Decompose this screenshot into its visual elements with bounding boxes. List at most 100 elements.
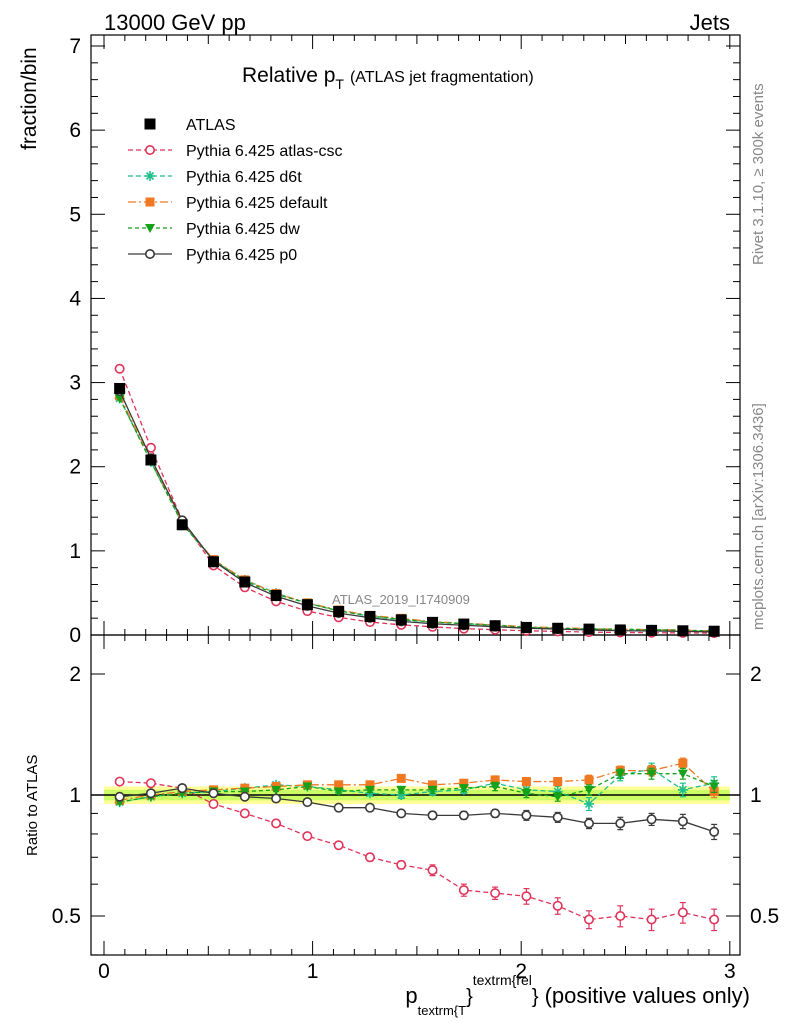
ratio-tick-label: 0.5 [52, 905, 81, 928]
ratio-point-default-shape [678, 758, 688, 768]
ratio-point-atlas-csc-shape [521, 891, 532, 902]
ratio-tick-label-right: 0.5 [750, 905, 779, 928]
ratio-tick-label: 2 [69, 663, 81, 686]
ratio-point-d6t [583, 798, 594, 809]
y-tick-label: 7 [69, 35, 81, 58]
ratio-point-p0-shape [114, 791, 125, 802]
ratio-point-default [521, 777, 531, 787]
point-atlas-shape [270, 589, 282, 601]
ratio-point-atlas-csc-shape [615, 910, 626, 921]
point-atlas-shape [520, 621, 532, 633]
ratio-point-atlas-csc-shape [208, 798, 219, 809]
ratio-point-atlas-csc-shape [364, 852, 375, 863]
ratio-point-dw-shape [490, 782, 501, 792]
ratio-point-p0-shape [677, 816, 688, 827]
ratio-point-default [584, 775, 594, 785]
point-atlas [520, 621, 532, 633]
ratio-point-p0 [490, 808, 501, 819]
ratio-point-p0-shape [145, 788, 156, 799]
ratio-point-p0-shape [333, 802, 344, 813]
ratio-point-dw-shape [677, 769, 688, 779]
ratio-point-p0 [177, 783, 188, 794]
y-tick-label: 1 [69, 540, 81, 563]
ratio-point-p0 [615, 818, 626, 829]
ratio-point-atlas-csc [646, 914, 657, 925]
ratio-point-default [459, 778, 469, 788]
ratio-point-dw-shape [396, 785, 407, 795]
ratio-point-atlas-csc [427, 865, 438, 876]
analysis-watermark: ATLAS_2019_I1740909 [332, 592, 470, 607]
ratio-point-atlas-csc-shape [552, 900, 563, 911]
point-atlas-shape [145, 454, 157, 466]
point-atlas [489, 620, 501, 632]
ratio-point-dw [677, 769, 688, 779]
point-atlas [395, 614, 407, 626]
ratio-point-dw [552, 792, 563, 802]
legend-label-dw: Pythia 6.425 dw [186, 221, 300, 238]
point-atlas-shape [301, 599, 313, 611]
legend-marker-atlas-csc [145, 145, 156, 156]
ratio-point-default [428, 780, 438, 790]
ratio-point-dw [709, 782, 720, 792]
x-tick-label: 0 [98, 960, 110, 983]
ratio-point-atlas-csc [396, 859, 407, 870]
ratio-point-atlas-csc-shape [427, 865, 438, 876]
energy-label: 13000 GeV pp [104, 10, 246, 35]
ratio-point-dw [427, 785, 438, 795]
point-atlas [708, 625, 720, 637]
point-atlas [114, 382, 126, 394]
ratio-point-default-shape [553, 777, 563, 787]
ratio-point-default-shape [365, 780, 375, 790]
point-atlas [208, 556, 220, 568]
ratio-point-default-shape [490, 775, 500, 785]
point-atlas-shape [114, 382, 126, 394]
ratio-point-default-shape [584, 775, 594, 785]
point-atlas [614, 624, 626, 636]
ratio-point-p0 [302, 797, 313, 808]
ratio-axis-title: Ratio to ATLAS [24, 755, 41, 856]
point-atlas-shape [552, 622, 564, 634]
y-tick-label: 3 [69, 372, 81, 395]
ratio-point-atlas-csc-shape [114, 776, 125, 787]
legend-marker-dw-shape [145, 224, 155, 233]
ratio-point-atlas-csc [114, 776, 125, 787]
ratio-point-p0-shape [396, 808, 407, 819]
ratio-point-p0-shape [271, 793, 282, 804]
ratio-point-dw-shape [615, 769, 626, 779]
ratio-point-dw-shape [302, 782, 313, 792]
ratio-point-p0-shape [615, 818, 626, 829]
legend-label-p0: Pythia 6.425 p0 [186, 247, 297, 264]
y-tick-label: 0 [69, 624, 81, 647]
point-atlas-shape [333, 605, 345, 617]
ratio-point-default [365, 780, 375, 790]
point-atlas-shape [364, 610, 376, 622]
ratio-point-dw-shape [552, 792, 563, 802]
ratio-point-dw [364, 785, 375, 795]
point-atlas-csc-shape [114, 363, 125, 374]
ratio-point-dw [490, 782, 501, 792]
ratio-point-dw [396, 785, 407, 795]
point-atlas-shape [176, 519, 188, 531]
ratio-point-p0-shape [458, 810, 469, 821]
ratio-point-default-shape [521, 777, 531, 787]
point-atlas [239, 576, 251, 588]
legend-label-atlas: ATLAS [186, 117, 236, 134]
point-atlas-shape [208, 556, 220, 568]
ratio-point-p0 [427, 810, 438, 821]
ratio-tick-label-right: 2 [750, 663, 762, 686]
legend: ATLAS Pythia 6.425 atlas-csc Pythia 6.425 … [128, 117, 343, 264]
ratio-point-d6t-shape [677, 784, 688, 795]
point-atlas [301, 599, 313, 611]
point-atlas-shape [395, 614, 407, 626]
ratio-point-default-shape [428, 780, 438, 790]
x-tick-label: 3 [724, 960, 736, 983]
ratio-point-atlas-csc-shape [646, 914, 657, 925]
ratio-point-atlas-csc [458, 885, 469, 896]
legend-marker-default [145, 197, 155, 207]
ratio-point-dw-shape [271, 785, 282, 795]
ratio-point-atlas-csc-shape [490, 888, 501, 899]
ratio-point-atlas-csc-shape [333, 840, 344, 851]
ratio-point-atlas-csc-shape [271, 818, 282, 829]
ratio-point-dw [521, 789, 532, 799]
